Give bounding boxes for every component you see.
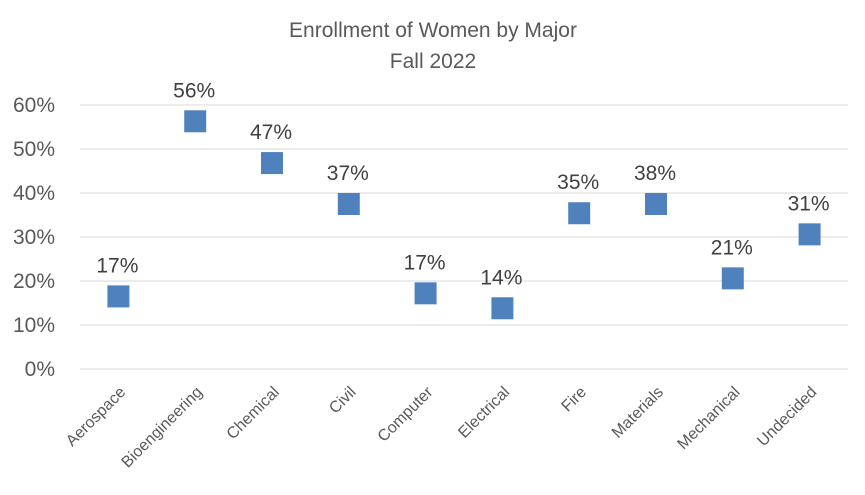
y-tick-label: 10%	[13, 314, 55, 337]
y-tick-label: 0%	[25, 358, 55, 381]
data-label: 14%	[480, 266, 522, 289]
y-tick-label: 60%	[13, 94, 55, 117]
x-tick-label: Fire	[559, 384, 591, 416]
x-tick-label: Bioengineering	[119, 384, 207, 472]
x-tick-label: Electrical	[455, 384, 513, 442]
x-tick-label: Mechanical	[674, 384, 743, 453]
x-tick-label: Materials	[609, 384, 667, 442]
x-tick-label: Civil	[326, 384, 359, 417]
data-label: 31%	[788, 192, 830, 215]
x-tick-label: Chemical	[224, 384, 283, 443]
data-label: 47%	[250, 121, 292, 144]
data-point	[337, 193, 360, 215]
x-tick-label: Computer	[375, 383, 437, 445]
data-point	[491, 297, 514, 320]
y-tick-label: 20%	[13, 270, 55, 293]
data-point	[184, 110, 207, 133]
y-tick-label: 50%	[13, 138, 55, 161]
chart-title: Enrollment of Women by Major	[289, 19, 577, 42]
data-label: 38%	[634, 162, 676, 185]
data-point	[798, 223, 821, 246]
data-label: 17%	[404, 251, 446, 274]
data-point	[107, 285, 130, 308]
data-label: 35%	[557, 171, 599, 194]
y-tick-label: 40%	[13, 182, 55, 205]
data-point	[645, 193, 667, 215]
data-label: 37%	[327, 162, 369, 185]
y-axis: 0% 10% 20% 30% 40% 50% 60%	[13, 94, 55, 381]
x-tick-label: Undecided	[754, 384, 820, 450]
data-point	[414, 282, 437, 305]
data-label: 56%	[173, 79, 215, 102]
x-tick-label: Aerospace	[63, 384, 129, 450]
data-point	[261, 152, 283, 175]
data-point	[721, 267, 744, 290]
data-label: 17%	[96, 254, 138, 277]
chart-subtitle: Fall 2022	[390, 50, 476, 73]
y-tick-label: 30%	[13, 226, 55, 249]
data-label: 21%	[711, 236, 753, 259]
gridlines	[80, 104, 848, 370]
data-points	[107, 110, 821, 320]
data-labels: 17% 56% 47% 37% 17% 14% 35% 38% 21% 31%	[96, 79, 829, 289]
data-point	[568, 202, 591, 225]
